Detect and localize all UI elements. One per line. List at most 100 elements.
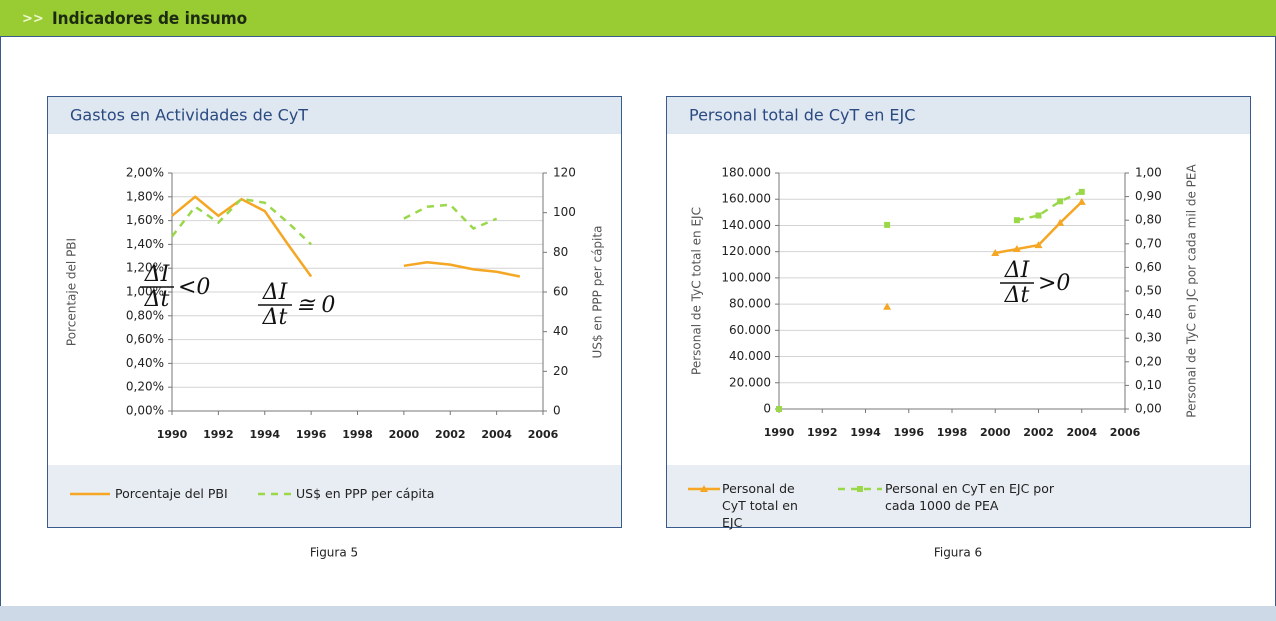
- point: [1012, 245, 1021, 253]
- legend-label: US$ en PPP per cápita: [296, 486, 435, 501]
- chart-title: Personal total de CyT en EJC: [689, 106, 915, 125]
- x-tick-label: 2006: [1110, 426, 1141, 439]
- x-tick-label: 1992: [807, 426, 838, 439]
- y2-tick-label: 0,40: [1135, 307, 1162, 321]
- x-tick-label: 1996: [893, 426, 924, 439]
- series-line: [171, 195, 313, 278]
- panel-title-band: [667, 97, 1250, 134]
- y-tick-label: 1,20%: [126, 261, 164, 275]
- series-line: [403, 260, 521, 278]
- x-tick-label: 1996: [296, 428, 327, 441]
- point: [1035, 212, 1042, 219]
- x-tick-label: 1994: [249, 428, 280, 441]
- y2-axis-label: US$ en PPP per cápita: [591, 226, 605, 359]
- y2-tick-label: 0,70: [1135, 236, 1162, 250]
- y2-tick-label: 0: [553, 404, 561, 418]
- y-tick-label: 2,00%: [126, 166, 164, 180]
- annotation-numerator: ΔI: [1004, 258, 1031, 283]
- y-tick-label: 40.000: [729, 349, 771, 363]
- annotation-numerator: ΔI: [144, 262, 171, 287]
- x-tick-label: 1994: [850, 426, 881, 439]
- header-icon: >>: [22, 12, 44, 27]
- footer-bar: [0, 606, 1276, 621]
- y-tick-label: 0,00%: [126, 404, 164, 418]
- point: [1057, 198, 1064, 205]
- y-tick-label: 120.000: [721, 244, 771, 258]
- point: [1013, 217, 1020, 224]
- legend-band: [48, 465, 621, 527]
- y-tick-label: 160.000: [721, 192, 771, 206]
- y2-tick-label: 0,20: [1135, 354, 1162, 368]
- x-tick-label: 2000: [980, 426, 1011, 439]
- y-tick-label: 1,60%: [126, 213, 164, 227]
- y2-tick-label: 100: [553, 205, 576, 219]
- y-tick-label: 60.000: [729, 323, 771, 337]
- legend-marker: [700, 485, 708, 492]
- annotation-numerator: ΔI: [262, 280, 289, 305]
- point: [1078, 188, 1085, 195]
- y2-tick-label: 80: [553, 245, 568, 259]
- y2-tick-label: 1,00: [1135, 166, 1162, 180]
- x-tick-label: 1990: [157, 428, 188, 441]
- annotation-relation: <0: [178, 275, 210, 300]
- legend-label: Porcentaje del PBI: [115, 486, 228, 501]
- annotation-relation: ≅ 0: [296, 293, 335, 318]
- annotation-denominator: Δt: [144, 287, 170, 312]
- x-tick-label: 2002: [1023, 426, 1054, 439]
- y2-axis-label: Personal de TyC en JC por cada mil de PE…: [1185, 164, 1199, 418]
- y-axis-label: Porcentaje del PBI: [65, 238, 79, 346]
- x-tick-label: 1998: [342, 428, 373, 441]
- legend-marker: [857, 486, 863, 492]
- y2-tick-label: 0,80: [1135, 213, 1162, 227]
- x-tick-label: 2002: [435, 428, 466, 441]
- header-title: Indicadores de insumo: [52, 9, 247, 29]
- y2-tick-label: 40: [553, 324, 568, 338]
- x-tick-label: 2000: [389, 428, 420, 441]
- y2-tick-label: 20: [553, 364, 568, 378]
- y2-tick-label: 0,90: [1135, 189, 1162, 203]
- y-tick-label: 80.000: [729, 297, 771, 311]
- point: [883, 302, 892, 310]
- y-tick-label: 0,80%: [126, 308, 164, 322]
- y-tick-label: 180.000: [721, 166, 771, 180]
- y-tick-label: 0,60%: [126, 332, 164, 346]
- panel: [47, 96, 622, 528]
- y-tick-label: 1,00%: [126, 285, 164, 299]
- y2-tick-label: 120: [553, 166, 576, 180]
- annotation-denominator: Δt: [1004, 283, 1030, 308]
- caption: Figura 5: [310, 546, 358, 560]
- caption: Figura 6: [934, 546, 982, 560]
- legend-label: Personal de CyT total en EJC: [722, 481, 798, 530]
- y-axis-label: Personal de TyC total en EJC: [690, 207, 704, 375]
- point: [1056, 218, 1065, 226]
- annotation-denominator: Δt: [262, 305, 288, 330]
- x-tick-label: 2006: [528, 428, 559, 441]
- series-line: [403, 203, 498, 231]
- panel: [666, 96, 1251, 528]
- y-tick-label: 0,40%: [126, 356, 164, 370]
- point: [776, 406, 782, 412]
- y2-tick-label: 0,00: [1135, 402, 1162, 416]
- y-tick-label: 100.000: [721, 270, 771, 284]
- annotation-relation: >0: [1038, 271, 1070, 296]
- y2-tick-label: 0,50: [1135, 284, 1162, 298]
- legend-label: Personal en CyT en EJC por cada 1000 de …: [885, 481, 1055, 513]
- chart-title: Gastos en Actividades de CyT: [70, 106, 308, 125]
- point: [991, 248, 1000, 256]
- point: [1034, 241, 1043, 249]
- y-tick-label: 140.000: [721, 218, 771, 232]
- y2-tick-label: 0,60: [1135, 260, 1162, 274]
- y-tick-label: 20.000: [729, 375, 771, 389]
- x-tick-label: 2004: [481, 428, 512, 441]
- x-tick-label: 2004: [1066, 426, 1097, 439]
- y-tick-label: 0: [763, 402, 771, 416]
- point: [1077, 197, 1086, 205]
- y-tick-label: 1,80%: [126, 189, 164, 203]
- y2-tick-label: 0,30: [1135, 331, 1162, 345]
- header-bar: [0, 0, 1276, 36]
- y-tick-label: 0,20%: [126, 380, 164, 394]
- x-tick-label: 1992: [203, 428, 234, 441]
- y2-tick-label: 60: [553, 285, 568, 299]
